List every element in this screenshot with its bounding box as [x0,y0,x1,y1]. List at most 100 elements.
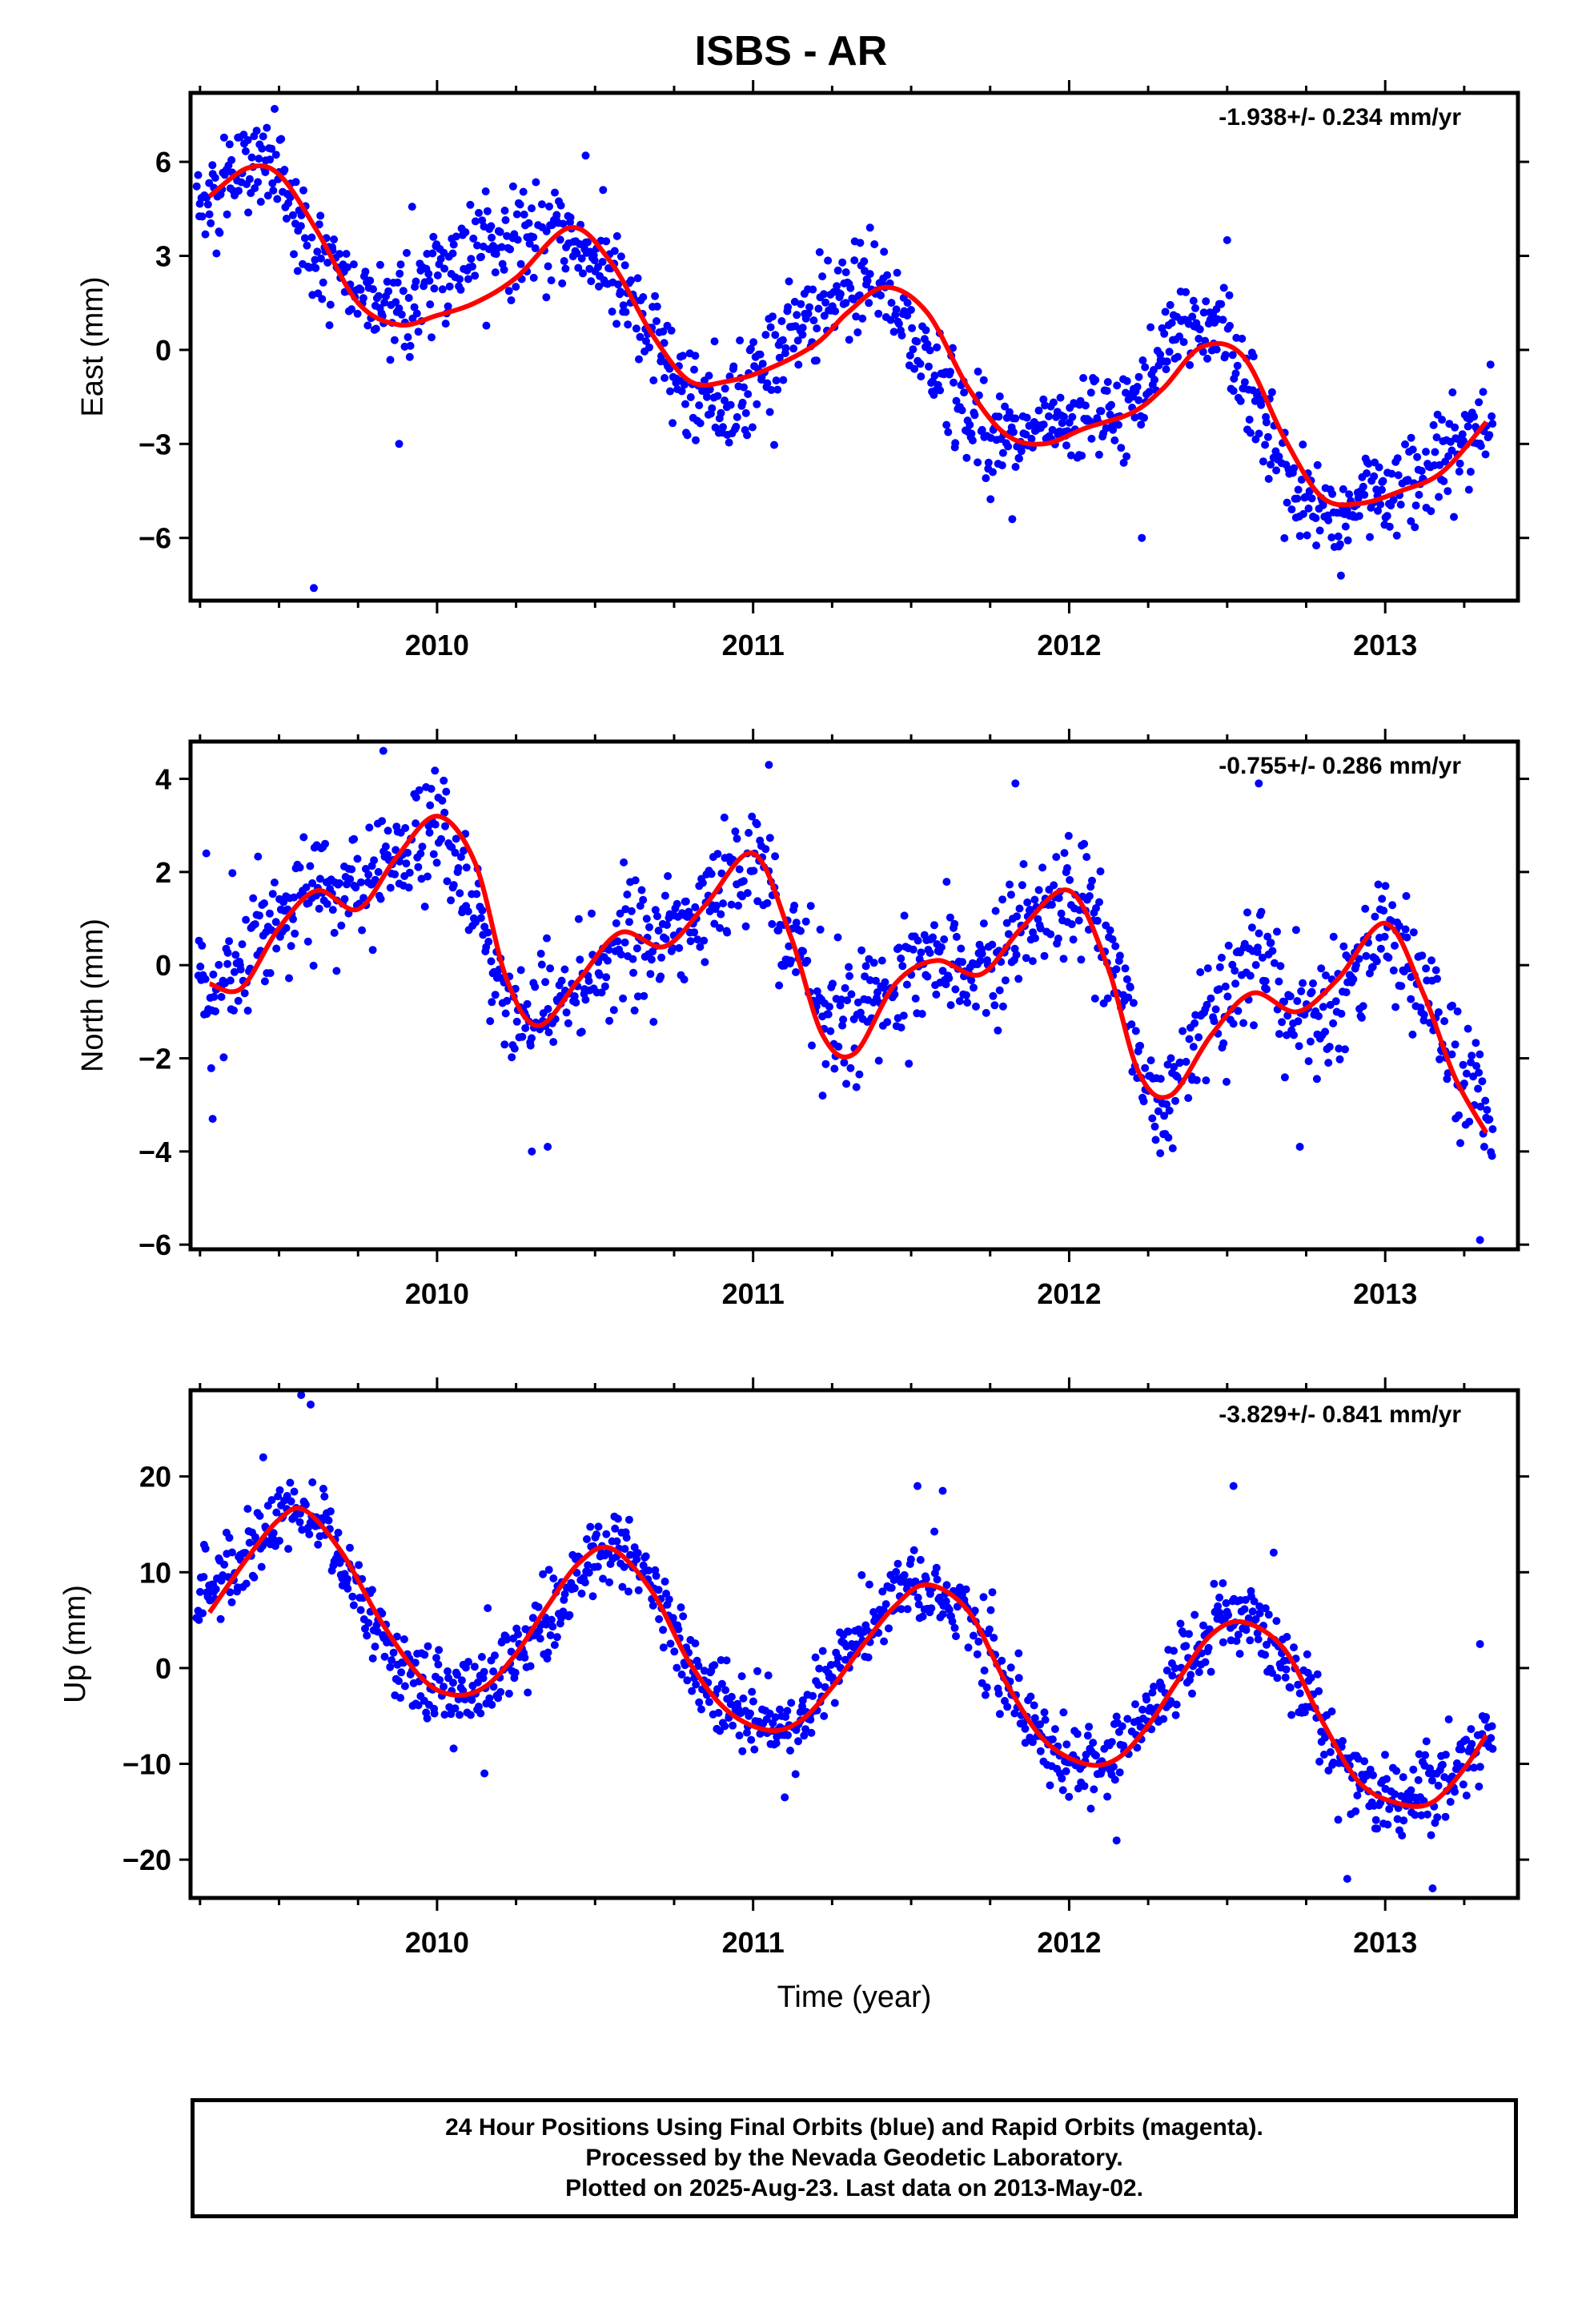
north-point [1090,994,1099,1003]
up-point [897,1605,905,1614]
up-point [1427,1776,1436,1785]
up-point [485,1694,494,1703]
up-point [697,1705,705,1714]
east-point [1394,471,1403,480]
east-point [1119,458,1128,467]
up-point [969,1631,978,1640]
up-point [1411,1811,1419,1819]
north-point [1001,976,1010,985]
north-point [1074,916,1083,925]
north-point [1329,1019,1338,1027]
east-point [1117,444,1126,452]
east-point [456,285,465,294]
north-point [302,883,311,892]
y-tick-label: 0 [155,1652,171,1685]
east-point [936,386,945,395]
east-point [1385,522,1394,531]
up-point [1457,1745,1466,1754]
east-point [211,174,219,182]
up-point [580,1578,589,1586]
north-point [523,999,532,1008]
north-point [905,1059,913,1068]
up-point [1343,1875,1351,1884]
east-point [561,264,570,273]
east-point [353,309,362,318]
east-point [1081,401,1090,410]
east-point [1034,406,1043,415]
east-point [729,362,738,371]
up-point [466,1711,475,1719]
north-point [295,863,304,872]
north-point [432,858,441,867]
north-point [1191,1019,1199,1027]
up-point [1036,1720,1044,1729]
north-point [710,919,719,928]
north-point [437,834,445,843]
up-point [387,1656,396,1665]
north-point [642,915,651,923]
east-point [633,274,642,283]
up-point [1399,1816,1408,1825]
up-point [400,1635,408,1643]
north-point [609,1006,618,1015]
north-point [1261,977,1270,986]
up-point [1272,1617,1281,1626]
north-point [631,876,640,885]
east-point [1094,450,1103,459]
up-point [964,1643,973,1652]
east-point [1476,442,1485,450]
east-point [905,351,914,360]
up-point [1090,1785,1098,1794]
east-point [910,364,919,373]
up-point [297,1391,306,1399]
east-point [1202,297,1211,306]
east-point [506,245,515,254]
north-point [1069,935,1078,944]
up-point [449,1744,458,1753]
east-point [456,275,464,283]
east-point [1417,467,1426,475]
north-point [942,980,950,989]
up-point [456,1711,464,1719]
north-point [1372,957,1381,966]
up-point [1204,1643,1213,1652]
north-point [1077,955,1086,964]
north-point [1317,964,1326,973]
up-point [1421,1751,1430,1759]
north-point [1129,999,1138,1007]
up-point [451,1704,460,1713]
up-point [1168,1671,1177,1680]
up-point [981,1691,990,1699]
north-point [1361,904,1370,913]
up-point [950,1623,959,1632]
east-point [1041,401,1050,410]
north-point [1151,1136,1160,1144]
up-point [570,1584,579,1593]
east-point [713,392,722,400]
east-point [1488,420,1497,428]
north-point [911,994,920,1003]
east-point [738,398,747,407]
north-point [1092,904,1100,912]
up-point [661,1577,669,1586]
up-point [776,1705,784,1714]
north-point [570,992,579,1000]
east-point [1195,325,1204,334]
north-point [946,1001,955,1010]
up-point [1080,1782,1089,1791]
east-point [307,233,316,242]
east-point [516,200,524,209]
up-point [979,1593,988,1602]
north-point [1054,935,1062,943]
east-point [820,290,828,299]
up-point [356,1606,365,1614]
north-point [484,937,493,946]
east-point [680,380,689,389]
east-point [736,336,745,345]
north-point [215,960,223,969]
east-point [361,267,370,276]
north-point [272,944,281,953]
north-point [1013,912,1022,921]
up-point [880,1637,889,1646]
east-point [846,283,855,292]
